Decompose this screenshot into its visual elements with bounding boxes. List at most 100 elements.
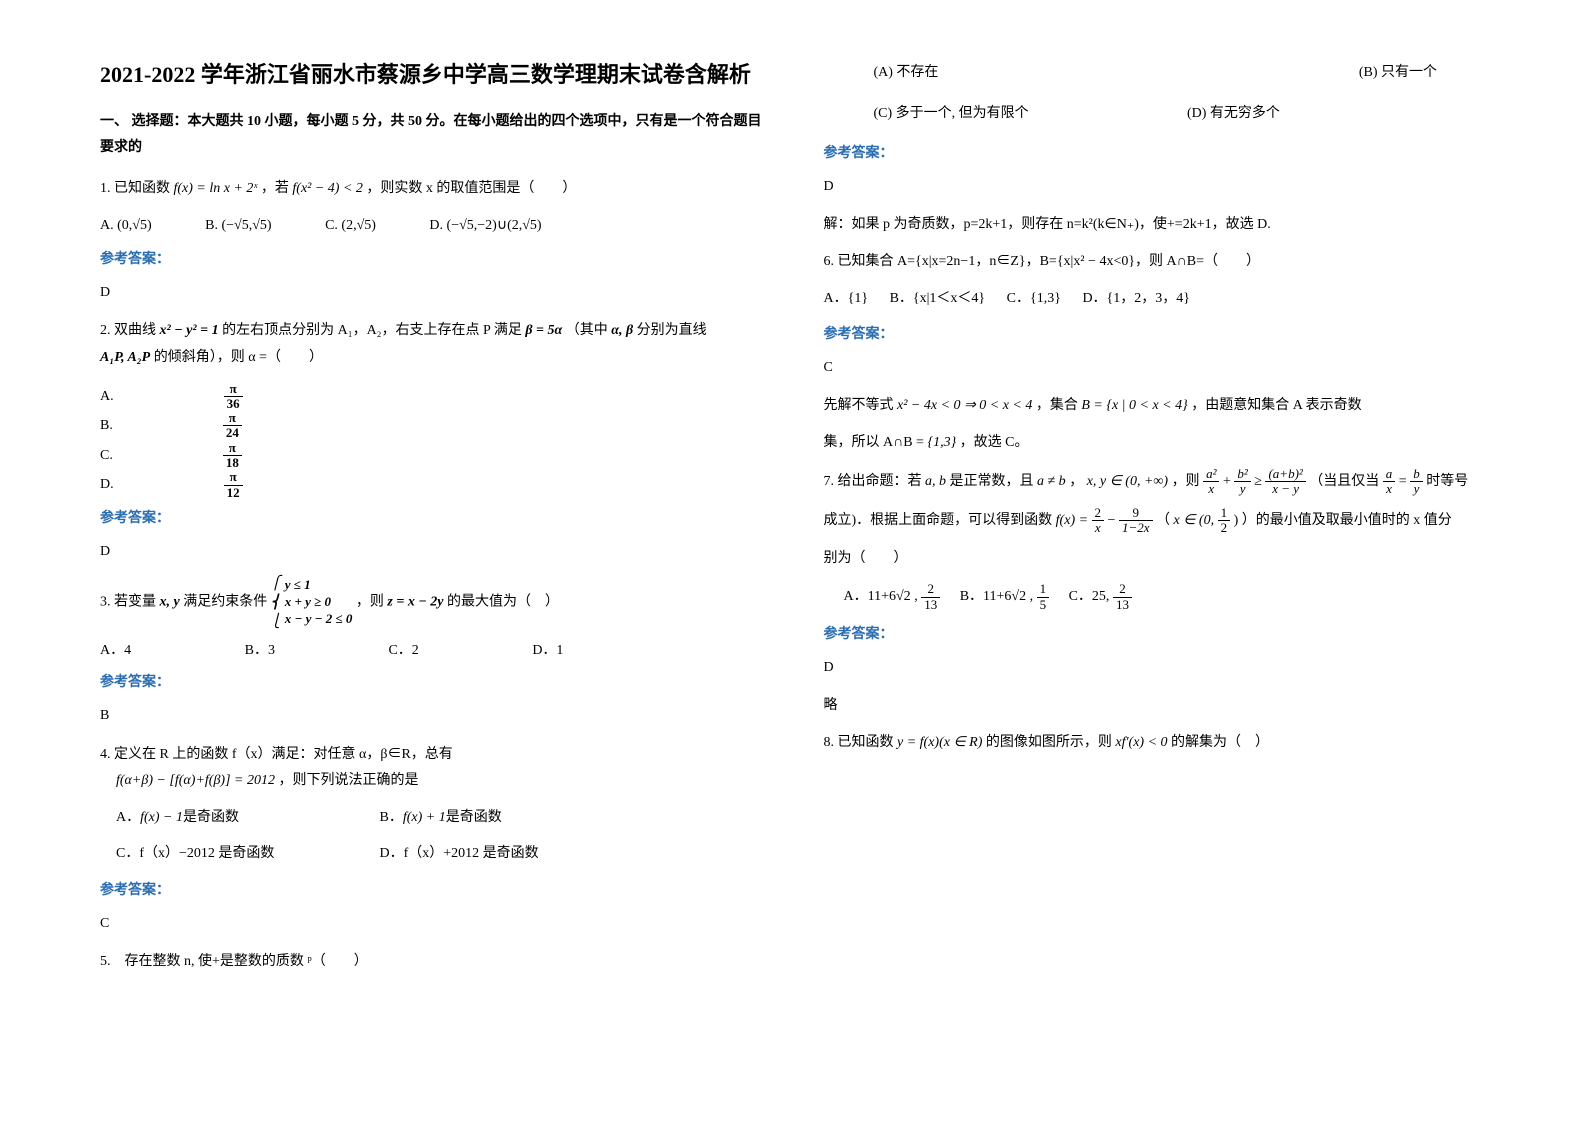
q7-ans: D [824,655,1488,682]
q6-options: A．{1} B．{x|1＜x＜4} C．{1,3} D．{1，2，3，4} [824,286,1488,313]
q7-stem-pre: 7. 给出命题：若 [824,474,922,489]
q6-sol-expr1: x² − 4x < 0 ⇒ 0 < x < 4 [897,398,1032,413]
q3-expr1: x, y [160,595,180,610]
q7-optC: C．25, 213 [1069,589,1132,604]
q4-line2-post: ，则下列说法正确的是 [278,773,418,788]
q7-plus1: + [1223,474,1234,489]
q2-stem-post: 的倾斜角），则 α =（ ） [154,350,323,365]
q4-options-row1: A．f(x) − 1是奇函数 B．f(x) + 1是奇函数 [100,805,764,832]
q1-optD: D. (−√5,−2)∪(2,√5) [429,213,541,240]
section-1-header: 一、 选择题：本大题共 10 小题，每小题 5 分，共 50 分。在每小题给出的… [100,109,764,162]
q5-options-row1: (A) 不存在 (B) 只有一个 [824,60,1488,87]
q7-optA: A．11+6√2 , 213 [844,589,944,604]
q3-sys3: x − y − 2 ≤ 0 [285,611,353,626]
q6-ans-label: 参考答案： [824,322,1488,349]
q7-xrange-post: ) [1234,513,1239,528]
q7-fx-t1d: x [1092,521,1105,535]
q2-ans-label: 参考答案： [100,506,764,533]
right-column: (A) 不存在 (B) 只有一个 (C) 多于一个, 但为有限个 (D) 有无穷… [824,60,1488,1062]
question-7: 7. 给出命题：若 a, b 是正常数，且 a ≠ b ， x, y ∈ (0,… [824,467,1488,497]
q3-stem-mid: 满足约束条件 [183,595,267,610]
q2-expr3: α, β [611,323,633,338]
q2-optA-pre: A. [100,384,114,411]
q5-optD: (D) 有无穷多个 [1187,106,1280,121]
q2-stem-mid1: 的左右顶点分别为 A₁，A₂，右支上存在点 P 满足 [222,323,522,338]
q7-optB-comma: , [1026,589,1037,604]
q4-ans: C [100,911,764,938]
q7-mid1b: a ≠ b [1037,474,1066,489]
q6-optC: C．{1,3} [1007,291,1061,306]
q7-line2-post: ）的最小值及取最小值时的 x 值分 [1242,513,1452,528]
q1-ans-label: 参考答案： [100,247,764,274]
q7-optB-fd: 5 [1037,598,1050,612]
q7-stem-mid2: ，则 [1172,474,1200,489]
q7-ans-label: 参考答案： [824,622,1488,649]
q3-stem-post: 的最大值为（ ） [447,595,559,610]
q2-optA: A. π36 [100,382,463,412]
q7-fx-t1n: 2 [1092,506,1105,521]
q1-expr1: f(x) = ln x + 2ˣ [174,181,258,196]
q1-stem-pre: 1. 已知函数 [100,181,170,196]
q7-xrange-n: 1 [1218,506,1231,521]
q3-stem-pre: 3. 若变量 [100,595,156,610]
q4-optA-pre: A． [116,810,140,825]
q1-ans: D [100,280,764,307]
q5-options-row2: (C) 多于一个, 但为有限个 (D) 有无穷多个 [824,101,1488,128]
q2-expr4: A₁P, A₂P [100,350,150,365]
q7-optC-fd: 13 [1113,598,1132,612]
q7-optA-sqrt: √2 [896,589,911,604]
q3-optA: A．4 [100,638,131,665]
q7-optA-fn: 2 [921,582,940,597]
q5-solution: 解：如果 p 为奇质数，p=2k+1，则存在 n=k²(k∈N₊)，使+=2k+… [824,212,1488,239]
q2-optC-num: π [223,441,242,456]
q7-optB: B．11+6√2 , 15 [960,589,1053,604]
q1-stem-mid: ，若 [261,181,289,196]
q5-optA: (A) 不存在 [824,60,939,87]
q6-optD: D．{1，2，3，4} [1082,291,1190,306]
q4-optB: B．f(x) + 1是奇函数 [380,810,502,825]
q3-optB: B．3 [245,638,275,665]
q6-sol-pre: 先解不等式 [824,398,894,413]
q2-optC: C. π18 [100,441,462,471]
q4-optD: D．f（x）+2012 是奇函数 [380,846,539,861]
q5-ans-label: 参考答案： [824,141,1488,168]
q7-fx-minus: − [1108,513,1119,528]
q7-fx-pre: f(x) = [1056,513,1092,528]
q3-expr2: z = x − 2y [387,595,443,610]
q7-a2x-n: a² [1203,467,1219,482]
q2-optD: D. π12 [100,470,463,500]
q7-optB-fn: 1 [1037,582,1050,597]
q4-expr: f(α+β) − [f(α)+f(β)] = 2012 [116,773,275,788]
q7-stem-mid4: 时等号 [1426,474,1468,489]
q2-stem-pre: 2. 双曲线 [100,323,156,338]
q4-options-row2: C．f（x）−2012 是奇函数 D．f（x）+2012 是奇函数 [100,841,764,868]
q7-a2x-d: x [1203,482,1219,496]
q2-expr2: β = 5α [525,323,562,338]
q7-fx-t2d: 1−2x [1119,521,1153,535]
q7-fx-t2n: 9 [1119,506,1153,521]
q2-optB-den: 24 [223,426,242,440]
q7-ab-d: x − y [1265,482,1305,496]
q7-eq1: = [1399,474,1410,489]
q4-optB-post: 是奇函数 [446,810,502,825]
question-2: 2. 双曲线 x² − y² = 1 的左右顶点分别为 A₁，A₂，右支上存在点… [100,318,764,371]
q1-expr2: f(x² − 4) < 2 [292,181,363,196]
q2-optD-num: π [224,470,243,485]
q6-optA: A．{1} [824,291,869,306]
q8-stem-post: 的解集为（ ） [1171,735,1269,750]
document-title: 2021-2022 学年浙江省丽水市蔡源乡中学高三数学理期末试卷含解析 [100,60,764,91]
q2-optC-pre: C. [100,443,113,470]
q4-optB-expr: f(x) + 1 [403,810,446,825]
q2-optA-den: 36 [224,397,243,411]
q5-optB: (B) 只有一个 [1359,60,1487,87]
q5-ans: D [824,174,1488,201]
q4-optA-post: 是奇函数 [183,810,239,825]
q6-sol-expr3: {1,3} [927,435,956,450]
q7-by-d: y [1410,482,1423,496]
q6-sol-post1: ，由题意知集合 A 表示奇数 [1191,398,1361,413]
q7-stem-mid1: 是正常数，且 [950,474,1034,489]
q2-options: A. π36 B. π24 C. π18 D. π12 [100,382,764,500]
q1-stem-post: ，则实数 x 的取值范围是（ ） [366,181,576,196]
q1-optB: B. (−√5,√5) [205,213,271,240]
q5-optC: (C) 多于一个, 但为有限个 [824,101,1184,128]
